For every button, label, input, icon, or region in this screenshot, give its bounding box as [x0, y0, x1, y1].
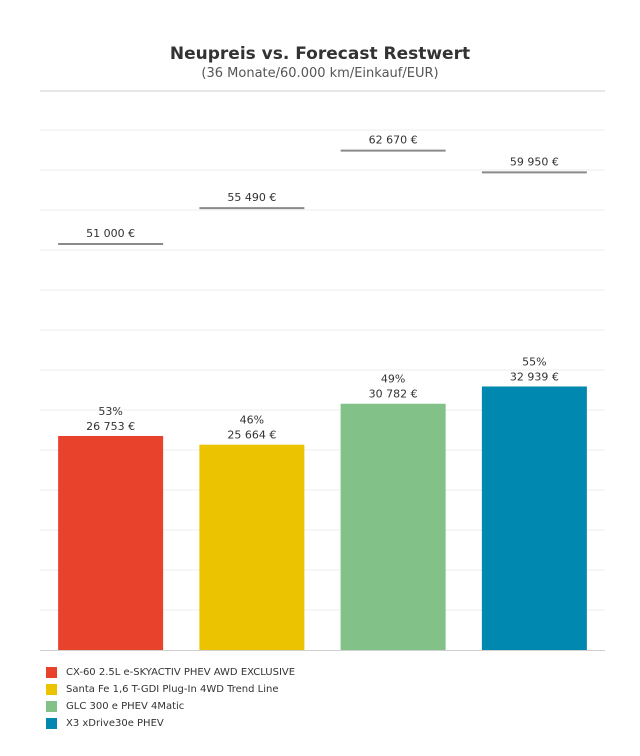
reference-label: 51 000 €: [86, 227, 135, 240]
bar: [58, 435, 164, 650]
legend-item[interactable]: GLC 300 e PHEV 4Matic: [46, 698, 295, 715]
legend: CX-60 2.5L e-SKYACTIV PHEV AWD EXCLUSIVE…: [46, 664, 295, 732]
value-label: 30 782 €: [369, 388, 418, 401]
reference-label: 55 490 €: [227, 191, 276, 204]
legend-swatch: [46, 701, 57, 712]
legend-item[interactable]: CX-60 2.5L e-SKYACTIV PHEV AWD EXCLUSIVE: [46, 664, 295, 681]
percent-label: 53%: [98, 405, 122, 418]
legend-swatch: [46, 718, 57, 729]
bar: [481, 386, 587, 650]
legend-item[interactable]: X3 xDrive30e PHEV: [46, 715, 295, 732]
value-label: 26 753 €: [86, 420, 135, 433]
legend-label: Santa Fe 1,6 T-GDI Plug-In 4WD Trend Lin…: [66, 684, 279, 695]
value-label: 32 939 €: [510, 370, 559, 383]
percent-label: 46%: [240, 414, 264, 427]
value-label: 25 664 €: [227, 429, 276, 442]
chart-title: Neupreis vs. Forecast Restwert: [169, 44, 471, 64]
percent-label: 49%: [381, 373, 405, 386]
legend-item[interactable]: Santa Fe 1,6 T-GDI Plug-In 4WD Trend Lin…: [46, 681, 295, 698]
legend-label: GLC 300 e PHEV 4Matic: [66, 701, 185, 712]
legend-label: X3 xDrive30e PHEV: [66, 718, 164, 729]
bar: [199, 444, 305, 650]
bar: [340, 403, 446, 650]
chart-subtitle: (36 Monate/60.000 km/Einkauf/EUR): [201, 66, 439, 81]
legend-label: CX-60 2.5L e-SKYACTIV PHEV AWD EXCLUSIVE: [66, 667, 296, 678]
legend-swatch: [46, 667, 57, 678]
percent-label: 55%: [522, 355, 546, 368]
reference-label: 62 670 €: [369, 134, 418, 147]
legend-swatch: [46, 684, 57, 695]
reference-label: 59 950 €: [510, 155, 559, 168]
